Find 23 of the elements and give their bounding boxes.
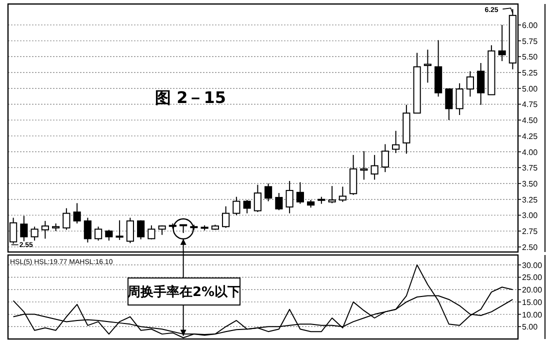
y-tick-label: 10.00 <box>522 310 543 320</box>
text: 图 2－15 <box>155 88 226 107</box>
y-tick-label: 5.75 <box>522 36 538 46</box>
annotation: 周换手率在2%以下 <box>126 284 241 300</box>
y-tick-label: 20.00 <box>522 286 543 295</box>
y-tick-label: 4.75 <box>522 100 538 110</box>
y-tick-label: 5.25 <box>522 68 538 78</box>
y-tick-label: 3.00 <box>522 211 538 220</box>
y-tick-label: 30.00 <box>522 260 543 270</box>
y-tick-label: 4.50 <box>522 116 538 126</box>
y-tick-label: 4.00 <box>522 148 538 157</box>
y-tick-label: 5.50 <box>522 52 538 62</box>
y-tick-label: 5.00 <box>522 84 538 94</box>
y-tick-label: 6.00 <box>522 20 538 30</box>
y-tick-label: 3.25 <box>522 195 538 204</box>
y-tick-label: 3.75 <box>522 164 538 173</box>
y-tick-label: 15.00 <box>522 298 543 307</box>
y-tick-label: 2.75 <box>522 227 538 236</box>
y-tick-label: 3.50 <box>522 180 538 188</box>
y-tick-label: 2.50 <box>522 242 538 252</box>
y-tick-label: 4.25 <box>522 132 538 141</box>
y-tick-label: 5.00 <box>522 322 538 332</box>
y-tick-label: 25.00 <box>522 273 543 282</box>
